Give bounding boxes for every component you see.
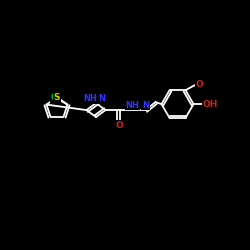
Text: O: O: [116, 120, 124, 130]
Text: O: O: [196, 80, 203, 89]
Text: NH: NH: [83, 94, 97, 104]
Text: N: N: [98, 94, 105, 104]
Text: N: N: [142, 100, 149, 110]
Text: OH: OH: [203, 100, 218, 108]
Text: NH: NH: [126, 100, 140, 110]
Text: S: S: [54, 92, 60, 102]
Text: Cl: Cl: [51, 93, 60, 102]
